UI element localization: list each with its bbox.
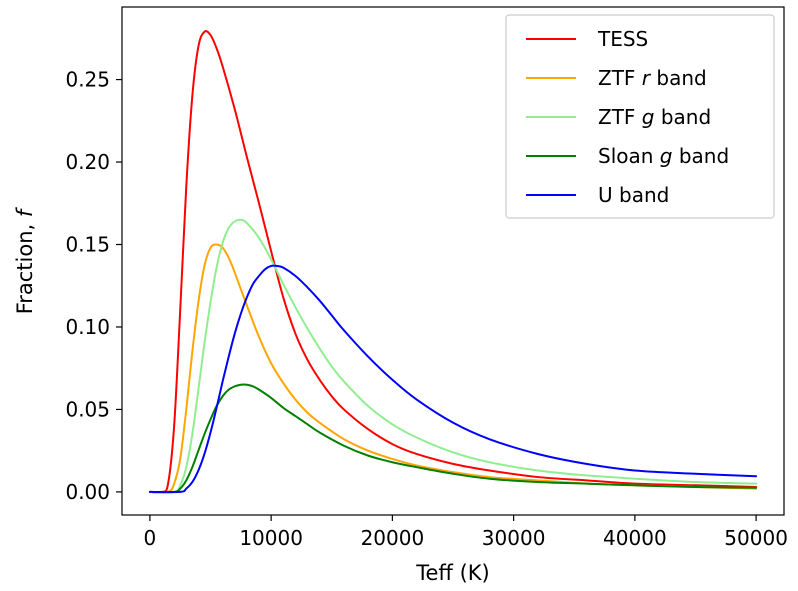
y-axis-title-text: Fraction, [13, 217, 37, 314]
x-tick-label: 30000 [482, 526, 546, 550]
y-tick-label: 0.10 [65, 315, 110, 339]
legend-label-part: ZTF [598, 66, 642, 90]
y-tick-label: 0.20 [65, 150, 110, 174]
legend-label-part: U band [598, 183, 669, 207]
x-tick-label: 20000 [361, 526, 425, 550]
plot-frame [121, 6, 785, 516]
legend-label-ztf-g-band: ZTF g band [598, 105, 711, 129]
y-axis-title-symbol: f [13, 206, 37, 217]
series-line-sloan-g-band [148, 383, 758, 494]
legend-label-part: TESS [597, 27, 648, 51]
legend-label-part: r [642, 66, 652, 90]
y-tick-label: 0.25 [65, 68, 110, 92]
legend-label-part: band [654, 105, 711, 129]
y-axis: 0.00 0.05 0.10 0.15 0.20 0.25 [65, 68, 122, 504]
legend-label-part: g [660, 144, 673, 168]
series-line-tess [148, 30, 758, 494]
x-tick-label: 10000 [239, 526, 303, 550]
legend-box [505, 14, 775, 219]
x-tick-label: 50000 [724, 526, 788, 550]
y-tick-label: 0.15 [65, 233, 110, 257]
x-tick-label: 40000 [603, 526, 667, 550]
y-tick-label: 0.00 [65, 480, 110, 504]
x-tick-label: 0 [144, 526, 157, 550]
legend-label-part: ZTF [598, 105, 642, 129]
legend-label-part: band [650, 66, 707, 90]
legend-label-part: g [642, 105, 655, 129]
legend-label-u-band: U band [598, 183, 669, 207]
plot-lines [148, 30, 758, 494]
legend-label-ztf-r-band: ZTF r band [598, 66, 707, 90]
legend-label-part: Sloan [598, 144, 660, 168]
series-line-u-band [148, 264, 758, 494]
y-tick-label: 0.05 [65, 397, 110, 421]
x-axis: 0 10000 20000 30000 40000 50000 [144, 515, 788, 550]
x-axis-title: Teff (K) [415, 561, 489, 585]
legend-label-tess: TESS [597, 27, 648, 51]
series-line-ztf-r-band [148, 243, 758, 494]
y-axis-title: Fraction, f [13, 206, 37, 314]
legend-label-part: band [672, 144, 729, 168]
series-line-ztf-g-band [148, 218, 758, 494]
legend-label-sloan-g-band: Sloan g band [598, 144, 729, 168]
